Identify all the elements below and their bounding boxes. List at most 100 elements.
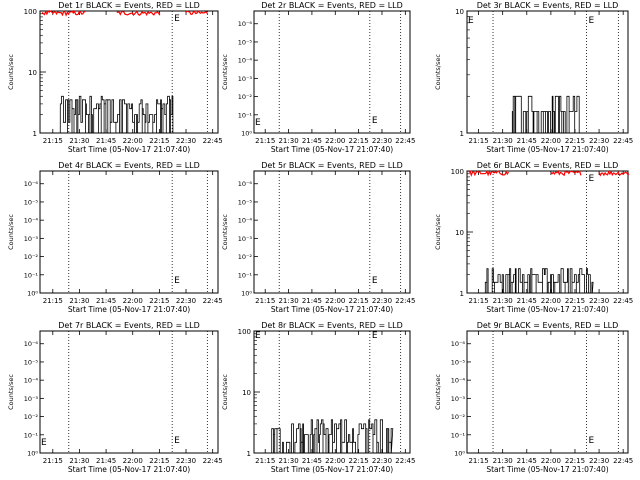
y-tick-label: 10⁻⁴ <box>451 377 466 385</box>
y-tick-label: 10⁰ <box>241 130 252 138</box>
x-axis-label: Start Time (05-Nov-17 21:07:40) <box>68 465 190 474</box>
x-tick-label: 21:30 <box>278 297 298 305</box>
annotation-e-right: E <box>174 276 180 286</box>
x-axis-label: Start Time (05-Nov-17 21:07:40) <box>486 465 608 474</box>
series-events <box>511 95 581 134</box>
x-axis-label: Start Time (05-Nov-17 21:07:40) <box>271 305 393 314</box>
y-tick-label: 10⁻² <box>451 413 466 421</box>
x-tick-label: 22:30 <box>589 457 609 465</box>
annotation-e-right: E <box>174 436 180 446</box>
y-tick-label: 10⁻⁴ <box>24 377 39 385</box>
x-axis-label: Start Time (05-Nov-17 21:07:40) <box>486 305 608 314</box>
y-tick-label: 10⁻⁶ <box>24 340 39 348</box>
annotation-e-right: E <box>589 16 595 26</box>
x-tick-label: 21:45 <box>96 457 116 465</box>
x-tick-label: 22:00 <box>541 297 561 305</box>
x-tick-label: 22:30 <box>589 137 609 145</box>
x-tick-label: 22:15 <box>149 297 169 305</box>
x-tick-label: 22:00 <box>325 297 345 305</box>
x-tick-label: 22:45 <box>395 457 415 465</box>
y-axis-label: Counts/sec <box>221 214 229 250</box>
panel-title: Det 9r BLACK = Events, RED = LLD <box>477 321 619 330</box>
x-tick-label: 21:45 <box>517 297 537 305</box>
panel-title: Det 8r BLACK = Events, RED = LLD <box>261 321 403 330</box>
plot-frame <box>253 10 411 134</box>
annotation-e-right: E <box>372 116 378 126</box>
panel-1: Det 1r BLACK = Events, RED = LLD Counts/s… <box>7 1 223 154</box>
x-tick-label: 21:45 <box>302 297 322 305</box>
panel-2: Det 2r BLACK = Events, RED = LLD Counts/s… <box>221 1 415 154</box>
x-tick-label: 22:30 <box>372 457 392 465</box>
y-tick-label: 10⁻⁵ <box>24 358 39 366</box>
y-axis-label: Counts/sec <box>434 374 442 410</box>
x-tick-label: 21:45 <box>302 457 322 465</box>
x-axis-label: Start Time (05-Nov-17 21:07:40) <box>271 465 393 474</box>
x-axis-label: Start Time (05-Nov-17 21:07:40) <box>486 145 608 154</box>
x-tick-label: 22:15 <box>565 297 585 305</box>
y-tick-label: 10⁰ <box>27 450 38 458</box>
panel-title: Det 6r BLACK = Events, RED = LLD <box>477 161 619 170</box>
y-tick-label: 10⁻⁵ <box>238 38 253 46</box>
x-tick-label: 21:30 <box>69 297 89 305</box>
x-tick-label: 22:30 <box>176 297 196 305</box>
y-tick-label: 10⁰ <box>27 290 38 298</box>
x-tick-label: 22:15 <box>349 457 369 465</box>
x-tick-label: 21:30 <box>278 457 298 465</box>
plot-frame <box>39 330 219 454</box>
y-axis-label: Counts/sec <box>434 54 442 90</box>
y-tick-label: 10⁻⁵ <box>451 358 466 366</box>
y-axis-label: Counts/sec <box>221 54 229 90</box>
x-tick-label: 21:15 <box>43 457 63 465</box>
y-axis-label: Counts/sec <box>434 214 442 250</box>
y-tick-label: 10⁻² <box>24 253 39 261</box>
x-tick-label: 21:15 <box>255 457 275 465</box>
series-events <box>59 95 174 134</box>
panel-4: Det 4r BLACK = Events, RED = LLD Counts/s… <box>7 161 223 314</box>
y-tick-label: 10 <box>28 69 37 77</box>
x-tick-label: 22:45 <box>395 137 415 145</box>
x-tick-label: 22:00 <box>123 297 143 305</box>
x-tick-label: 22:30 <box>176 137 196 145</box>
panel-9: Det 9r BLACK = Events, RED = LLD Counts/s… <box>434 321 633 474</box>
y-tick-label: 10⁻¹ <box>24 431 39 439</box>
x-tick-label: 22:15 <box>149 457 169 465</box>
x-tick-label: 22:15 <box>149 137 169 145</box>
x-tick-label: 22:00 <box>123 457 143 465</box>
x-tick-label: 21:45 <box>302 137 322 145</box>
annotation-e-right: E <box>174 14 180 24</box>
x-tick-label: 22:00 <box>123 137 143 145</box>
y-tick-label: 10⁻¹ <box>238 111 253 119</box>
y-tick-label: 1 <box>33 130 37 138</box>
series-lld <box>468 169 630 177</box>
y-tick-label: 10 <box>455 229 464 237</box>
x-tick-label: 21:15 <box>255 137 275 145</box>
plot-frame <box>39 170 219 294</box>
y-tick-label: 10⁻⁴ <box>24 217 39 225</box>
plot-frame <box>466 330 629 454</box>
y-tick-label: 10 <box>242 389 251 397</box>
y-axis-label: Counts/sec <box>221 374 229 410</box>
x-tick-label: 22:30 <box>372 137 392 145</box>
x-tick-label: 22:30 <box>176 457 196 465</box>
x-tick-label: 21:15 <box>255 297 275 305</box>
x-tick-label: 21:15 <box>43 297 63 305</box>
x-tick-label: 21:45 <box>96 137 116 145</box>
y-axis-label: Counts/sec <box>7 374 15 410</box>
y-tick-label: 1 <box>460 130 464 138</box>
annotation-e-right: E <box>372 331 378 341</box>
y-tick-label: 10⁻¹ <box>24 271 39 279</box>
series-events <box>271 419 394 454</box>
annotation-e-left: E <box>255 331 261 341</box>
x-tick-label: 22:30 <box>589 297 609 305</box>
x-tick-label: 22:00 <box>541 137 561 145</box>
y-tick-label: 10⁻³ <box>238 235 253 243</box>
x-tick-label: 21:45 <box>517 457 537 465</box>
panel-title: Det 7r BLACK = Events, RED = LLD <box>58 321 200 330</box>
y-axis-label: Counts/sec <box>7 214 15 250</box>
panel-3: Det 3r BLACK = Events, RED = LLD Counts/s… <box>434 1 633 154</box>
x-tick-label: 22:15 <box>565 457 585 465</box>
x-tick-label: 21:30 <box>493 457 513 465</box>
y-tick-label: 10⁻⁶ <box>24 180 39 188</box>
y-tick-label: 10⁻³ <box>24 235 39 243</box>
x-tick-label: 22:45 <box>203 137 223 145</box>
